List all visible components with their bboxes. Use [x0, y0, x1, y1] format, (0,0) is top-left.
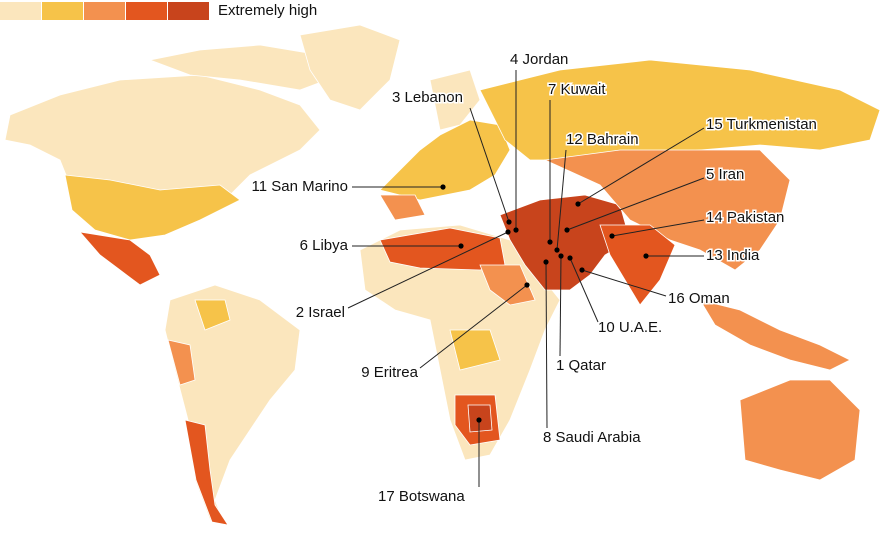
country-label: 9 Eritrea — [361, 364, 418, 381]
location-dot — [524, 282, 530, 288]
country-label: 15 Turkmenistan — [706, 116, 817, 133]
location-dot — [505, 229, 511, 235]
leader-line — [347, 231, 509, 309]
leader-line — [581, 269, 667, 297]
country-label: 4 Jordan — [510, 51, 568, 68]
location-dot — [458, 243, 464, 249]
country-labels: 4 Jordan 7 Kuwait 3 Lebanon 12 Bahrain 15 Tu… — [250, 49, 818, 506]
leader-line — [556, 149, 567, 251]
location-dot — [609, 233, 615, 239]
country-label: 2 Israel — [296, 304, 345, 321]
country-label: 3 Lebanon — [392, 89, 463, 106]
location-dot — [543, 259, 549, 265]
legend-label: Extremely high — [218, 2, 317, 19]
location-dot — [567, 255, 573, 261]
land-masses — [4, 24, 881, 526]
legend-swatch — [168, 2, 209, 20]
country-label: 10 U.A.E. — [598, 319, 662, 336]
leader-line — [419, 284, 528, 369]
location-dot — [558, 253, 564, 259]
country-label: 8 Saudi Arabia — [543, 429, 641, 446]
country-label: 12 Bahrain — [566, 131, 639, 148]
location-dot — [564, 227, 570, 233]
legend-swatch — [0, 2, 41, 20]
country-label: 5 Iran — [706, 166, 744, 183]
leader-line — [559, 255, 562, 357]
legend: Extremely high — [0, 2, 317, 20]
country-label: 14 Pakistan — [706, 209, 784, 226]
location-dot — [554, 247, 560, 253]
location-dot — [579, 267, 585, 273]
country-label: 11 San Marino — [252, 178, 348, 195]
legend-swatch — [42, 2, 83, 20]
leader-line — [545, 261, 548, 429]
location-dot — [643, 253, 649, 259]
location-dot — [476, 417, 482, 423]
country-label: 1 Qatar — [556, 357, 606, 374]
leader-line — [566, 177, 705, 231]
country-label: 7 Kuwait — [548, 81, 606, 98]
country-label: 17 Botswana — [378, 488, 465, 505]
leader-line — [469, 107, 510, 223]
leader-line — [577, 127, 705, 205]
location-dot — [440, 184, 446, 190]
location-dot — [547, 239, 553, 245]
legend-swatch — [126, 2, 167, 20]
location-dot — [506, 219, 512, 225]
location-dot — [513, 227, 519, 233]
country-label: 13 India — [706, 247, 760, 264]
location-dot — [575, 201, 581, 207]
leader-line — [611, 219, 705, 237]
legend-swatch — [84, 2, 125, 20]
country-label: 6 Libya — [300, 237, 349, 254]
leader-line — [569, 257, 599, 323]
country-label: 16 Oman — [668, 290, 730, 307]
